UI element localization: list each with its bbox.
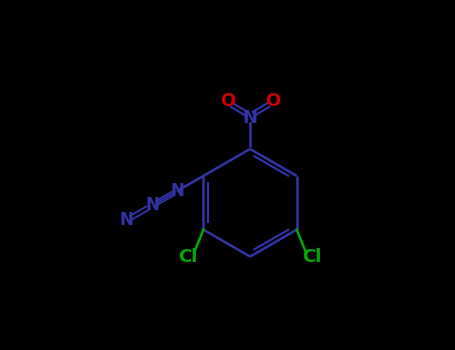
Text: N: N	[171, 182, 185, 199]
Text: N: N	[146, 196, 159, 215]
Text: O: O	[220, 92, 235, 110]
Text: Cl: Cl	[303, 248, 322, 266]
Text: N: N	[120, 211, 134, 229]
Text: Cl: Cl	[178, 248, 197, 266]
Text: O: O	[265, 92, 280, 110]
Text: N: N	[243, 110, 258, 127]
